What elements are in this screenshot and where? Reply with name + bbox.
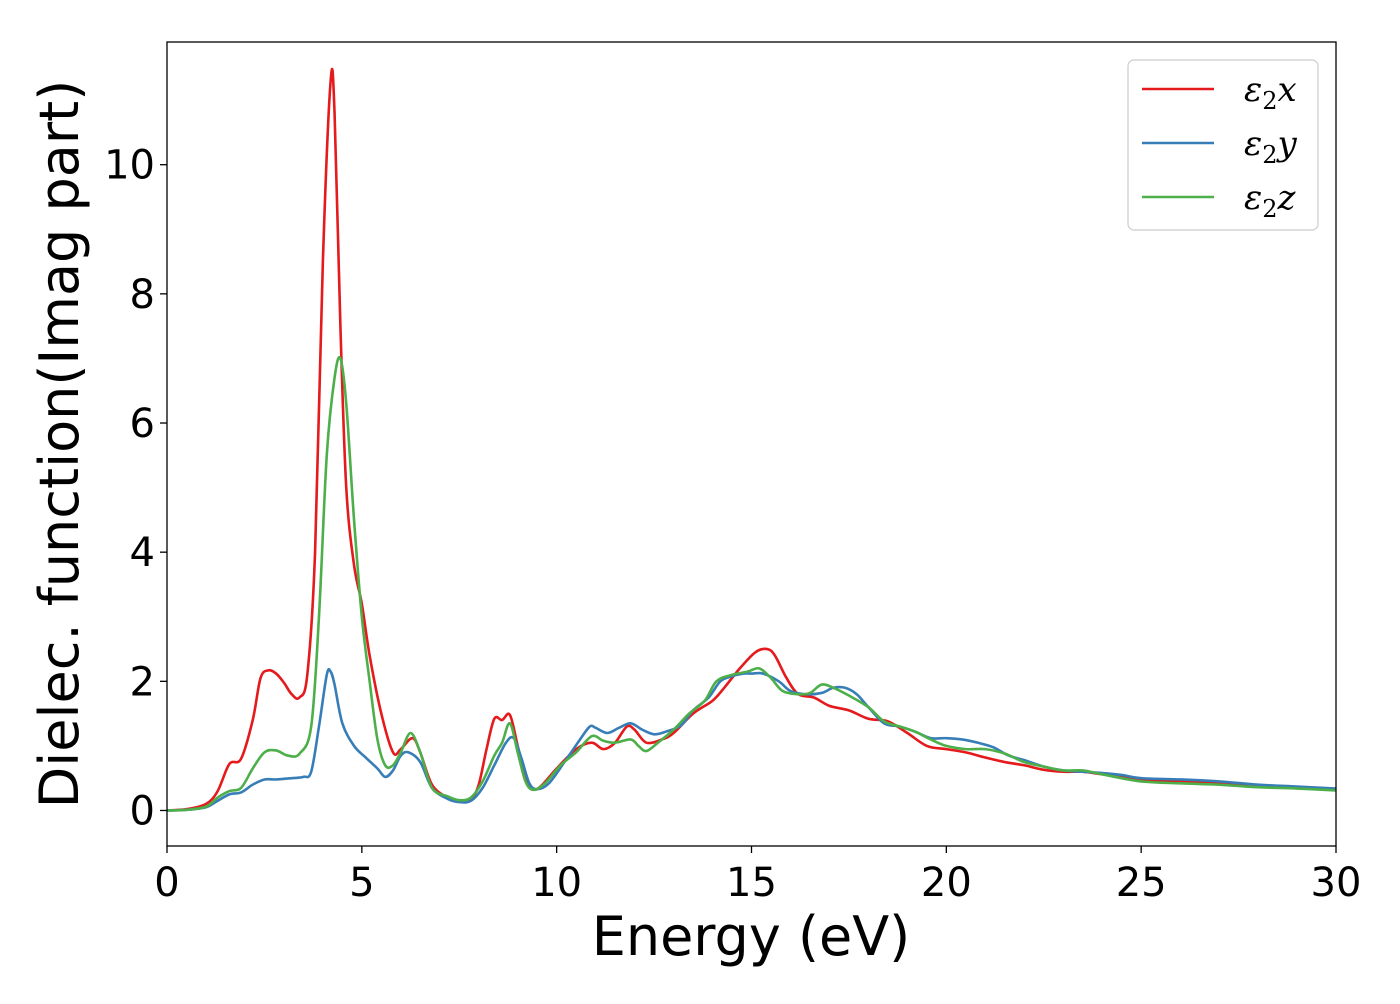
y-axis-label: Dielec. function(Imag part) — [28, 80, 91, 809]
legend-label-z: ε2z — [1244, 178, 1297, 223]
ticks-layer: 0 5 10 15 20 25 30 0 2 4 6 8 10 — [104, 143, 1361, 906]
y-tick-label: 8 — [130, 272, 155, 318]
legend-label-x: ε2x — [1244, 70, 1297, 115]
x-tick-label: 0 — [154, 860, 179, 906]
y-tick-label: 6 — [130, 401, 155, 447]
series-line-z — [166, 356, 1337, 812]
x-tick-label: 15 — [726, 860, 777, 906]
y-tick-label: 10 — [104, 143, 155, 189]
x-tick-label: 20 — [921, 860, 972, 906]
series-line-y — [166, 667, 1337, 812]
legend-box — [1127, 59, 1319, 231]
x-tick-label: 5 — [349, 860, 374, 906]
legend: ε2x ε2y ε2z — [1127, 59, 1319, 231]
legend-label-y: ε2y — [1244, 124, 1298, 169]
y-tick-label: 4 — [130, 530, 155, 576]
series-layer — [166, 67, 1337, 812]
x-tick-label: 30 — [1311, 860, 1362, 906]
x-axis-label: Energy (eV) — [592, 905, 911, 968]
x-tick-label: 10 — [531, 860, 582, 906]
x-tick-label: 25 — [1116, 860, 1167, 906]
y-tick-label: 0 — [130, 788, 155, 834]
y-tick-label: 2 — [130, 659, 155, 705]
